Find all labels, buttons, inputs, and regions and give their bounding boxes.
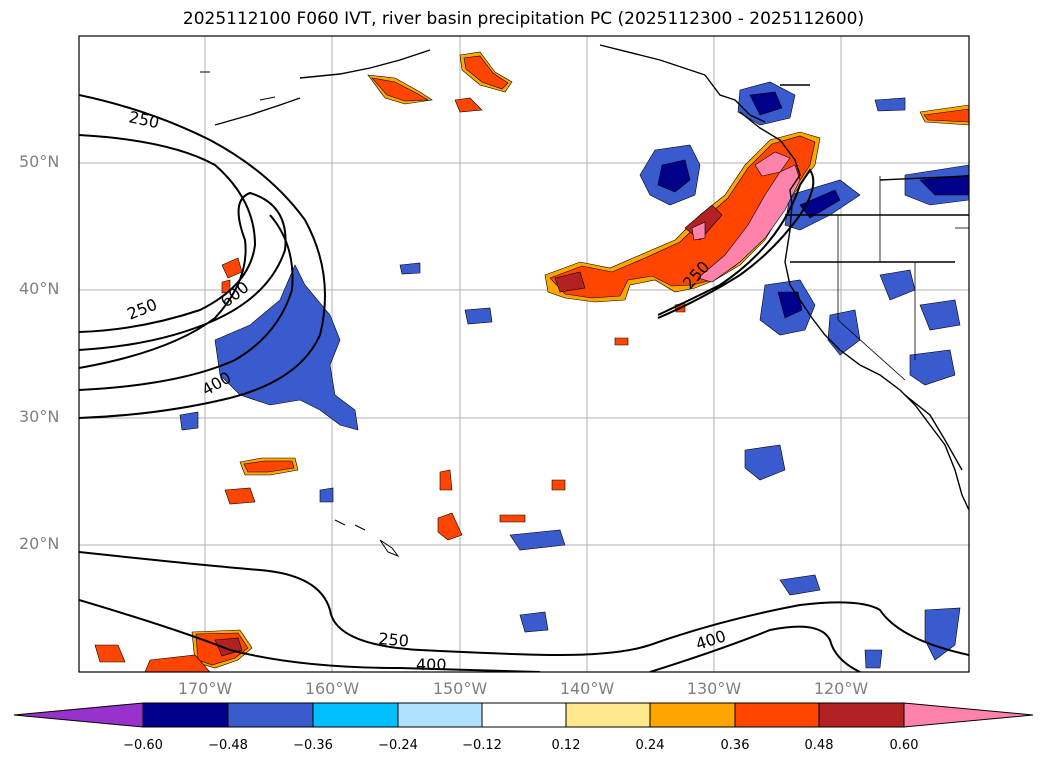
negative-precip-areas xyxy=(179,81,969,669)
colorbar-extend-low xyxy=(13,702,144,728)
lat-label: 50°N xyxy=(19,152,60,171)
colorbar-extend-high xyxy=(903,702,1034,728)
contour-400-east xyxy=(649,625,861,672)
colorbar-tick: 0.36 xyxy=(720,738,750,753)
colorbar-tick: 0.12 xyxy=(551,738,581,753)
map-title: 2025112100 F060 IVT, river basin precipi… xyxy=(182,9,865,29)
blob-pos-core xyxy=(697,164,801,283)
lat-label: 30°N xyxy=(19,407,60,426)
lon-label: 160°W xyxy=(304,679,360,698)
contour-250-ne xyxy=(657,168,815,319)
contour-600 xyxy=(79,214,294,391)
lon-label: 130°W xyxy=(686,679,742,698)
contour-400-south xyxy=(79,599,541,672)
colorbar-tick: 0.60 xyxy=(889,738,919,753)
colorbar-segment xyxy=(397,702,483,728)
lat-label: 20°N xyxy=(19,534,60,553)
colorbar-segment xyxy=(481,702,567,728)
contour-250-south xyxy=(79,551,969,657)
lon-label: 140°W xyxy=(559,679,615,698)
colorbar-tick: −0.36 xyxy=(293,738,333,753)
colorbar-tick: 0.24 xyxy=(635,738,665,753)
lon-label: 120°W xyxy=(813,679,869,698)
colorbar-tick: −0.48 xyxy=(208,738,248,753)
contour-250-inner xyxy=(79,134,257,333)
contour-label: 400 xyxy=(416,655,447,674)
plot-border xyxy=(78,35,970,673)
contour-250-outer xyxy=(79,94,326,419)
islands xyxy=(200,71,400,558)
lat-label: 40°N xyxy=(19,279,60,298)
contour-400 xyxy=(79,191,287,369)
colorbar-segment xyxy=(818,702,905,728)
colorbar xyxy=(13,702,1034,728)
colorbar-segment xyxy=(734,702,820,728)
plot-area xyxy=(79,36,969,672)
colorbar-segment xyxy=(312,702,399,728)
colorbar-segment xyxy=(649,702,736,728)
state-borders xyxy=(837,176,969,381)
colorbar-tick: −0.12 xyxy=(462,738,502,753)
colorbar-segment xyxy=(565,702,651,728)
lon-label: 150°W xyxy=(432,679,488,698)
colorbar-segment xyxy=(227,702,314,728)
contour-label: 250 xyxy=(378,629,410,651)
colorbar-tick: 0.48 xyxy=(804,738,834,753)
lon-label: 170°W xyxy=(177,679,233,698)
colorbar-tick: −0.60 xyxy=(123,738,163,753)
coastlines xyxy=(214,44,969,511)
colorbar-segment xyxy=(142,702,229,728)
ivt-contours xyxy=(79,94,969,672)
colorbar-tick: −0.24 xyxy=(378,738,418,753)
